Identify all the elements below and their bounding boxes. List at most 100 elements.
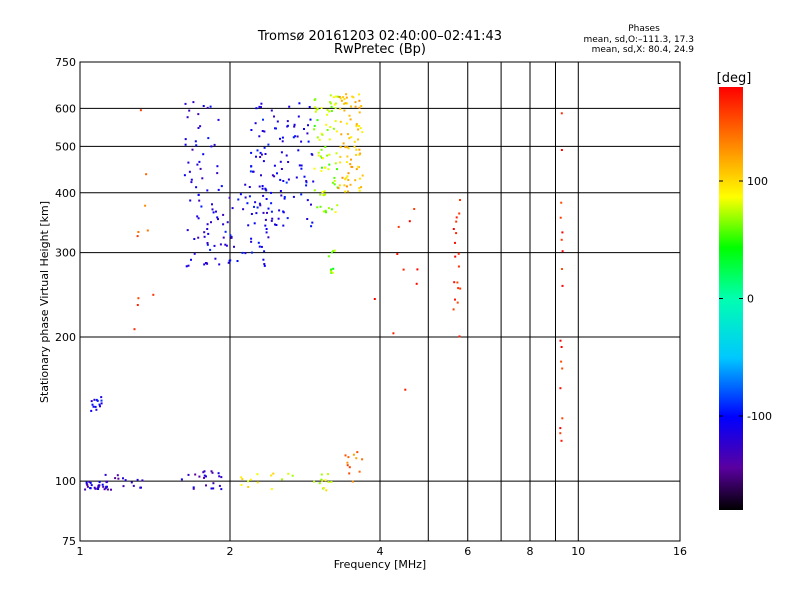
data-point <box>263 264 266 267</box>
data-point <box>459 199 461 201</box>
data-point <box>330 208 333 211</box>
data-point <box>458 212 461 215</box>
data-point <box>318 482 321 485</box>
data-point <box>206 106 209 109</box>
data-point <box>272 472 275 475</box>
data-point <box>237 198 240 201</box>
data-point <box>259 151 262 154</box>
data-point <box>455 216 458 219</box>
data-point <box>197 217 200 220</box>
data-point <box>267 143 270 146</box>
data-point <box>193 238 196 240</box>
data-point <box>215 210 217 213</box>
data-point <box>332 127 335 130</box>
data-point <box>192 487 195 490</box>
data-point <box>329 126 332 128</box>
data-point <box>339 155 342 158</box>
data-point <box>311 153 314 156</box>
data-point <box>183 174 186 177</box>
data-point <box>132 484 135 487</box>
data-point <box>264 188 267 191</box>
data-point <box>560 112 563 115</box>
data-point <box>334 120 337 123</box>
data-point <box>361 174 364 177</box>
x-tick-label: 8 <box>527 545 534 558</box>
data-point <box>287 161 290 163</box>
data-point <box>328 163 331 166</box>
data-point <box>261 130 264 132</box>
data-point <box>303 128 305 130</box>
data-point <box>348 137 351 140</box>
data-point <box>457 252 460 255</box>
data-point <box>191 148 194 151</box>
legend-title: Phases <box>628 24 660 34</box>
data-point <box>222 236 225 239</box>
data-point <box>333 249 336 252</box>
data-point <box>90 409 93 412</box>
data-point <box>236 260 239 262</box>
data-point <box>259 156 262 158</box>
data-point <box>330 110 333 112</box>
data-point <box>279 137 281 140</box>
data-point <box>205 484 207 487</box>
data-point <box>402 268 405 271</box>
data-point <box>329 101 331 104</box>
data-point <box>84 488 87 491</box>
data-point <box>337 187 340 190</box>
data-point <box>222 223 225 226</box>
data-point <box>561 417 564 420</box>
data-point <box>100 396 103 399</box>
data-point <box>228 196 231 199</box>
data-point <box>188 170 191 173</box>
y-tick-label: 200 <box>55 331 76 344</box>
data-point <box>278 209 281 212</box>
data-point <box>95 408 98 411</box>
data-point <box>297 149 300 152</box>
data-point <box>329 102 332 105</box>
data-point <box>197 127 200 129</box>
data-point <box>262 160 265 163</box>
data-point <box>313 189 316 192</box>
data-point <box>351 480 354 483</box>
data-point <box>357 138 359 141</box>
data-point <box>145 173 148 176</box>
colorbar-ticks: 100 0 -100 <box>719 175 772 423</box>
data-point <box>212 487 215 490</box>
data-point <box>197 113 200 116</box>
data-point <box>104 487 107 490</box>
data-point <box>353 145 356 148</box>
data-point <box>359 177 361 180</box>
data-point <box>89 481 92 484</box>
data-point <box>258 135 261 138</box>
data-point <box>327 207 330 210</box>
data-point <box>305 181 308 184</box>
data-point <box>348 466 351 469</box>
data-point <box>254 201 257 204</box>
data-point <box>117 477 120 480</box>
data-point <box>344 190 347 193</box>
data-point <box>339 161 342 164</box>
data-point <box>344 102 347 105</box>
x-tick-label: 4 <box>377 545 384 558</box>
data-point <box>330 480 333 483</box>
data-point <box>189 199 192 202</box>
data-point <box>196 163 199 166</box>
data-point <box>251 251 253 254</box>
data-point <box>106 488 109 491</box>
data-point <box>319 205 322 208</box>
data-point <box>309 118 312 121</box>
data-point <box>279 160 282 163</box>
data-point <box>346 175 349 178</box>
data-point <box>255 107 258 110</box>
data-point <box>256 481 259 484</box>
data-point <box>89 487 92 490</box>
data-point <box>141 479 144 482</box>
data-point <box>352 96 355 99</box>
data-point <box>352 453 355 456</box>
data-point <box>288 105 291 108</box>
x-tick-labels: 1 2 4 6 8 10 16 <box>77 545 688 558</box>
data-point <box>346 102 349 105</box>
data-point <box>324 146 327 148</box>
data-point <box>227 261 230 264</box>
data-point <box>136 235 139 238</box>
